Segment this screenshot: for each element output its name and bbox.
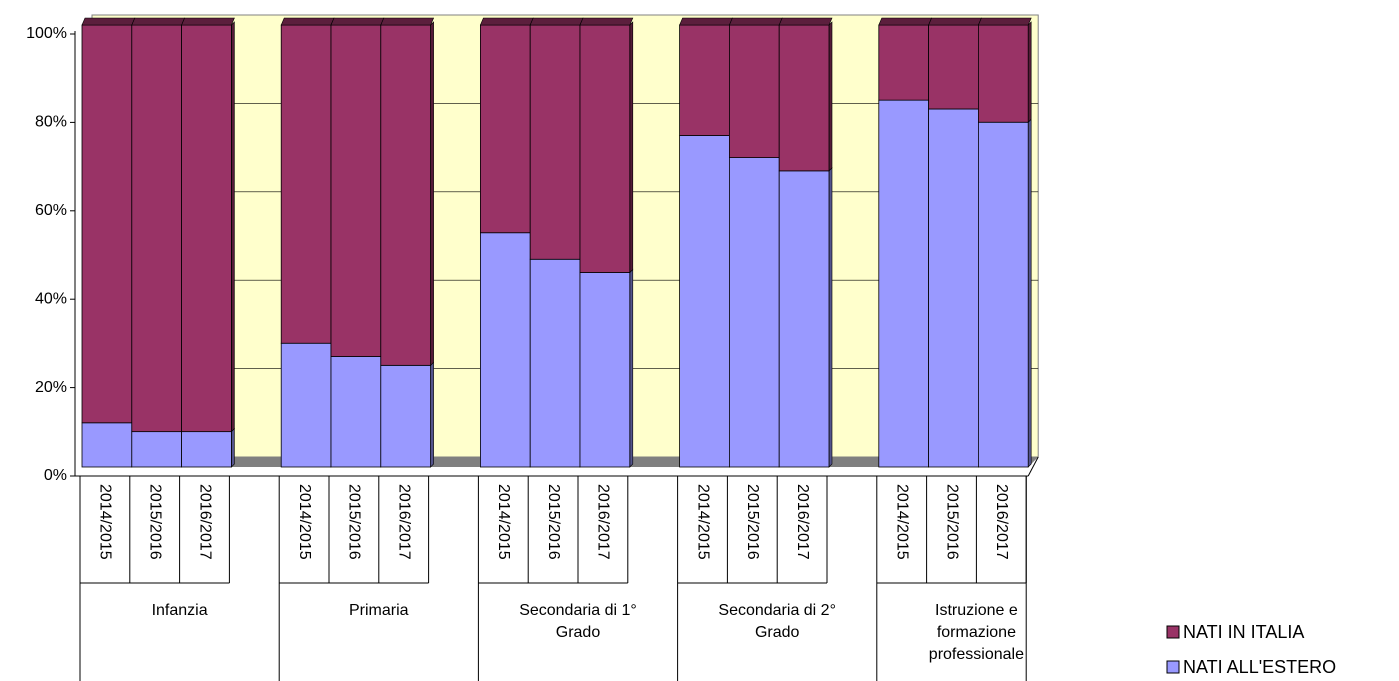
group-label-text: Istruzione e formazione professionale	[928, 602, 1024, 663]
x-tick-label: 2014/2015	[296, 484, 313, 560]
bar	[579, 24, 631, 273]
x-tick-label: 2015/2016	[744, 484, 761, 560]
bar	[81, 422, 133, 468]
x-tick-label: 2016/2017	[993, 484, 1010, 560]
bar	[978, 121, 1029, 468]
x-tick-label: 2015/2016	[545, 484, 562, 560]
x-tick-label: 2015/2016	[943, 484, 960, 560]
bar-top	[579, 17, 634, 26]
x-tick-label: 2014/2015	[893, 484, 910, 560]
bar	[778, 170, 830, 468]
bar-top	[280, 17, 335, 26]
bar	[878, 24, 929, 101]
bar-side	[231, 21, 235, 433]
bar	[131, 24, 183, 433]
group-label: Secondaria di 2° Grado	[678, 600, 877, 644]
y-tick-label: 20%	[35, 379, 67, 396]
bar-top	[728, 17, 783, 26]
x-tick-label: 2016/2017	[395, 484, 412, 560]
bar-top	[479, 17, 534, 26]
bar	[330, 24, 382, 357]
bar	[878, 99, 929, 468]
group-label: Secondaria di 1° Grado	[478, 600, 677, 644]
bar	[679, 135, 730, 468]
bar	[81, 24, 133, 424]
group-label: Primaria	[279, 600, 478, 622]
group-label-text: Secondaria di 2° Grado	[718, 602, 836, 641]
bar-top	[878, 17, 933, 26]
bar-top	[778, 17, 833, 26]
y-tick-label: 80%	[35, 114, 67, 131]
bar	[280, 24, 332, 344]
bar-side	[430, 21, 434, 367]
bar	[131, 431, 183, 468]
bar	[181, 431, 232, 468]
group-label-text: Infanzia	[151, 602, 208, 619]
x-tick-label: 2015/2016	[346, 484, 363, 560]
bar	[978, 24, 1029, 123]
x-tick-label: 2014/2015	[495, 484, 512, 560]
y-tick-label: 40%	[35, 290, 67, 307]
bar	[729, 157, 780, 468]
bar-side	[231, 427, 235, 468]
bar-side	[629, 268, 634, 468]
y-tick-label: 0%	[44, 467, 67, 484]
bar-top	[131, 17, 186, 26]
group-label: Infanzia	[80, 600, 279, 622]
bar-top	[928, 17, 982, 26]
bar	[928, 108, 979, 468]
bar-top	[81, 17, 136, 26]
bar	[928, 24, 979, 110]
legend-label: NATI ALL'ESTERO	[1183, 657, 1336, 677]
x-tick-label: 2016/2017	[196, 484, 213, 560]
bar	[479, 24, 531, 234]
bar	[479, 232, 531, 468]
group-label: Istruzione e formazione professionale	[877, 600, 1076, 666]
y-tick-label: 60%	[35, 202, 67, 219]
x-tick-label: 2015/2016	[146, 484, 163, 560]
bar-side	[1027, 21, 1032, 123]
x-tick-label: 2016/2017	[794, 484, 811, 560]
x-tick-label: 2014/2015	[694, 484, 711, 560]
bar-top	[181, 17, 235, 26]
x-tick-label: 2016/2017	[595, 484, 612, 560]
bar-top	[330, 17, 385, 26]
bar-side	[430, 361, 434, 468]
bar	[380, 364, 431, 468]
bar-side	[629, 21, 634, 274]
bar	[529, 24, 581, 260]
bar-top	[679, 17, 733, 26]
bar-side	[1027, 118, 1032, 468]
bar-top	[380, 17, 435, 26]
bar-side	[828, 21, 833, 172]
legend-label: NATI IN ITALIA	[1183, 622, 1304, 642]
group-label-text: Primaria	[349, 602, 409, 619]
bar	[679, 24, 730, 136]
bar	[579, 272, 631, 468]
bar-top	[529, 17, 584, 26]
bar	[380, 24, 431, 366]
bar	[529, 258, 581, 468]
x-tick-label: 2014/2015	[97, 484, 114, 560]
group-label-text: Secondaria di 1° Grado	[519, 602, 637, 641]
y-tick-label: 100%	[26, 25, 67, 42]
bar	[280, 342, 332, 468]
bar-top	[977, 17, 1032, 26]
legend-swatch	[1166, 625, 1180, 639]
legend-swatch	[1166, 660, 1180, 674]
bar	[778, 24, 830, 172]
axis-depth	[1027, 456, 1039, 477]
bar	[181, 24, 232, 433]
bar-side	[828, 167, 833, 468]
bar	[729, 24, 780, 159]
bar	[330, 356, 382, 468]
